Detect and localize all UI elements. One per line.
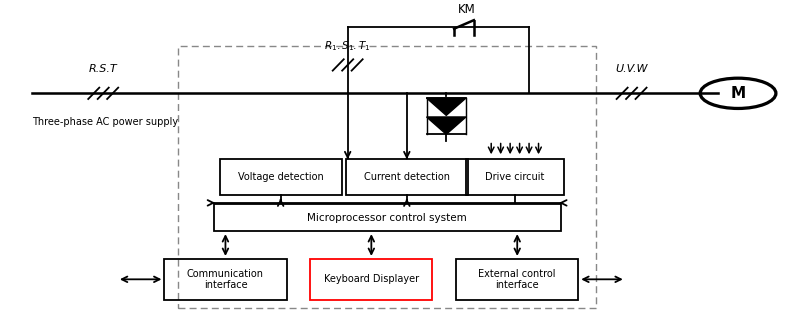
Polygon shape (427, 117, 466, 134)
Text: Drive circuit: Drive circuit (485, 172, 544, 182)
Text: M: M (731, 86, 746, 101)
Text: Microprocessor control system: Microprocessor control system (307, 213, 467, 223)
Polygon shape (427, 98, 466, 115)
Text: Three-phase AC power supply: Three-phase AC power supply (32, 117, 179, 127)
Bar (465, 159, 564, 195)
Bar (178, 46, 596, 308)
Text: Communication
interface: Communication interface (187, 269, 264, 290)
Bar (213, 204, 561, 231)
Bar (456, 259, 578, 300)
Text: KM: KM (458, 3, 476, 16)
Text: Voltage detection: Voltage detection (238, 172, 324, 182)
Text: External control
interface: External control interface (479, 269, 556, 290)
Text: U.V.W: U.V.W (615, 65, 648, 74)
Text: R.S.T: R.S.T (89, 65, 118, 74)
Bar (346, 159, 468, 195)
Text: Current detection: Current detection (364, 172, 450, 182)
Text: $R_1.S_1.T_1$: $R_1.S_1.T_1$ (325, 39, 371, 53)
Text: Keyboard Displayer: Keyboard Displayer (324, 274, 419, 284)
Bar (220, 159, 342, 195)
Bar (164, 259, 287, 300)
Bar (310, 259, 432, 300)
